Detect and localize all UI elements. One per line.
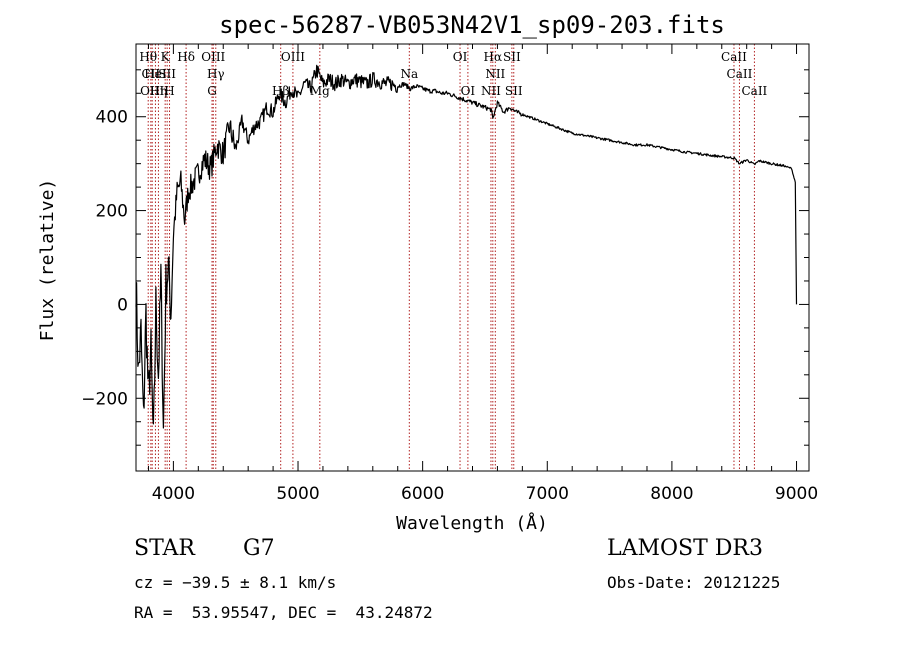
flux-series-line [135, 64, 798, 429]
chart-title: spec-56287-VB053N42V1_sp09-203.fits [219, 11, 725, 39]
spectral-line-label: OI [461, 84, 476, 98]
spectral-line-label: Hη [150, 84, 168, 98]
spectral-line-label: NII [485, 67, 505, 81]
spectral-line-label: Na [400, 67, 418, 81]
spectral-line-label: H [164, 84, 174, 98]
x-tick-label: 9000 [775, 484, 818, 504]
x-axis-label: Wavelength (Å) [396, 512, 548, 534]
spectral-line-label: OIII [281, 50, 305, 64]
spectral-line-label: Hγ [207, 67, 225, 81]
y-tick-label: 400 [96, 108, 128, 128]
y-tick-label: −200 [81, 389, 128, 409]
spectral-line-label: CaII [741, 84, 767, 98]
x-tick-label: 6000 [401, 484, 444, 504]
sky-coordinates: RA = 53.95547, DEC = 43.24872 [134, 603, 433, 622]
spectral-line-label: Hα [484, 50, 503, 64]
x-tick-label: 4000 [152, 484, 195, 504]
spectral-line-label: Mg [310, 84, 330, 98]
x-axis-ticks: 4000 5000 6000 7000 8000 9000 [147, 44, 818, 504]
y-axis-label: Flux (relative) [37, 179, 58, 342]
spectral-line-label: G [207, 84, 217, 98]
spectral-line-label: Hθ [139, 50, 157, 64]
x-tick-label: 8000 [650, 484, 693, 504]
spectral-line-label: Hδ [177, 50, 195, 64]
object-class: STAR [134, 536, 195, 561]
y-tick-label: 0 [117, 295, 128, 315]
x-tick-label: 5000 [276, 484, 319, 504]
spectral-line-label: CaII [727, 67, 753, 81]
plot-frame [135, 43, 810, 472]
survey-name: LAMOST DR3 [607, 536, 763, 561]
y-tick-label: 200 [96, 202, 128, 222]
spectral-line-label: K [161, 50, 171, 64]
spectral-line-label: OIII [201, 50, 225, 64]
spectral-line-markers [147, 44, 755, 471]
spectral-line-label: HeI [144, 67, 167, 81]
spectral-line-label: SII [503, 50, 521, 64]
redshift-velocity: cz = −39.5 ± 8.1 km/s [134, 573, 337, 592]
spectral-line-label: SII [505, 84, 523, 98]
spectral-line-label: CII [141, 67, 160, 81]
observation-date: Obs-Date: 20121225 [607, 573, 781, 592]
spectral-line-label: CaII [721, 50, 747, 64]
x-tick-label: 7000 [526, 484, 569, 504]
object-subclass: G7 [243, 536, 275, 561]
y-axis-ticks: −200 0 200 400 [81, 69, 809, 446]
spectral-line-label: NII [481, 84, 501, 98]
spectral-line-label: SII [158, 67, 176, 81]
spectral-line-label: OIII [140, 84, 164, 98]
spectral-line-label: OI [453, 50, 468, 64]
